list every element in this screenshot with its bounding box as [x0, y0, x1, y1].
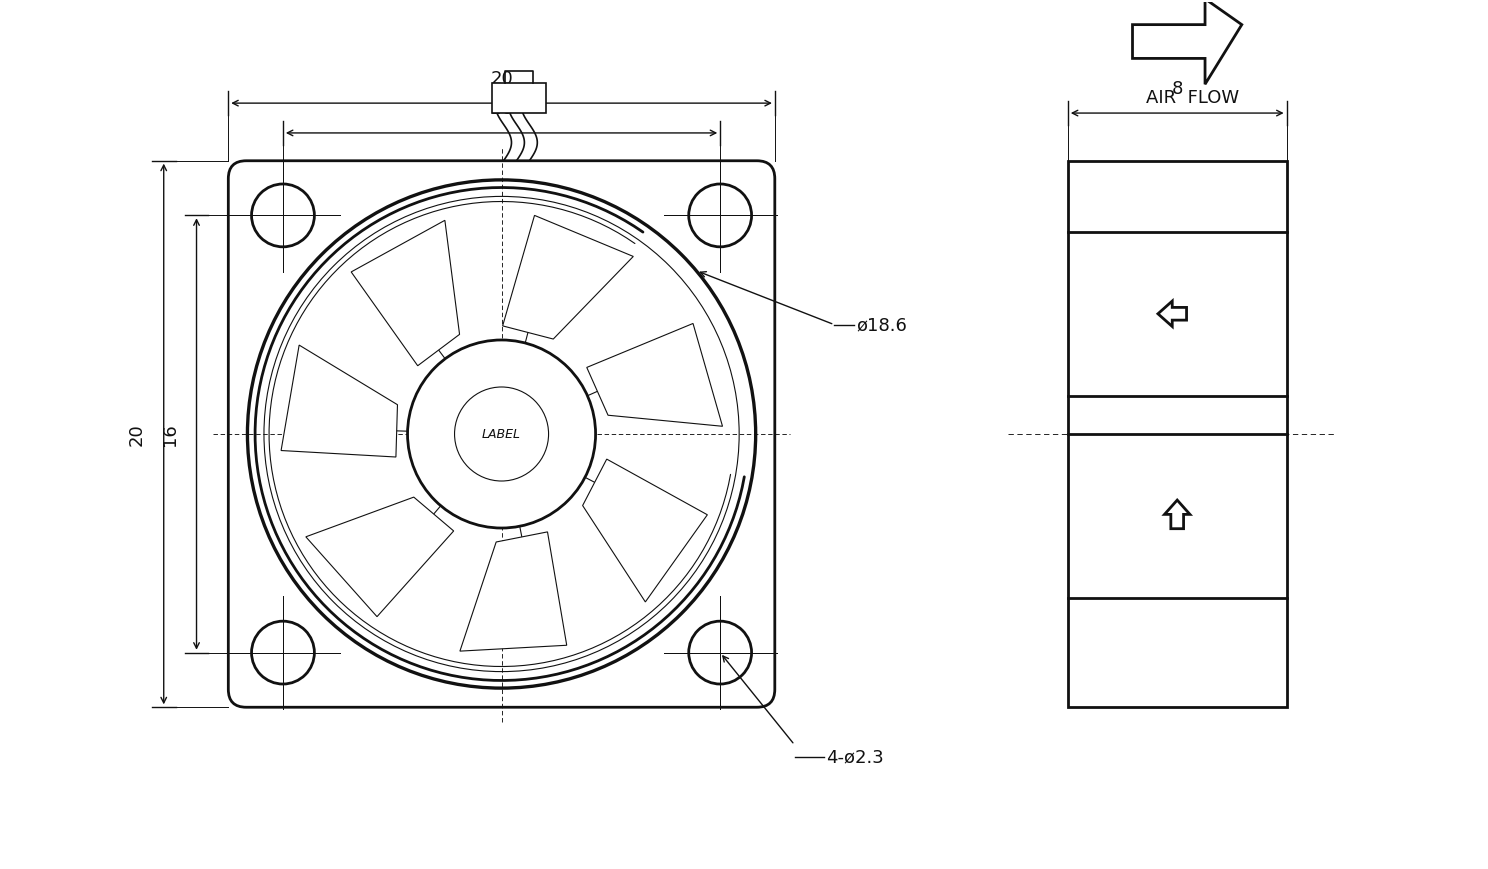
Polygon shape [583, 460, 707, 602]
Polygon shape [281, 346, 397, 457]
Text: 16: 16 [490, 100, 513, 118]
Bar [1068, 162, 1287, 707]
Text: 20: 20 [128, 423, 146, 446]
Text: ø18.6: ø18.6 [856, 316, 908, 335]
Polygon shape [351, 221, 460, 367]
Text: 8: 8 [1171, 80, 1183, 98]
Circle shape [689, 185, 751, 248]
Circle shape [408, 341, 595, 528]
Circle shape [251, 185, 314, 248]
Circle shape [251, 621, 314, 684]
Text: 20: 20 [490, 70, 513, 88]
Polygon shape [307, 498, 454, 617]
Bar [491, 84, 546, 114]
Text: AIR  FLOW: AIR FLOW [1146, 90, 1238, 107]
FancyArrow shape [1158, 302, 1186, 327]
Text: 16: 16 [161, 423, 179, 446]
Text: 4-ø2.3: 4-ø2.3 [826, 748, 884, 766]
Polygon shape [503, 216, 634, 340]
FancyArrow shape [1165, 501, 1190, 529]
Polygon shape [586, 324, 723, 427]
Text: LABEL: LABEL [482, 428, 521, 441]
Circle shape [689, 621, 751, 684]
Polygon shape [1132, 0, 1242, 85]
Polygon shape [460, 533, 567, 652]
